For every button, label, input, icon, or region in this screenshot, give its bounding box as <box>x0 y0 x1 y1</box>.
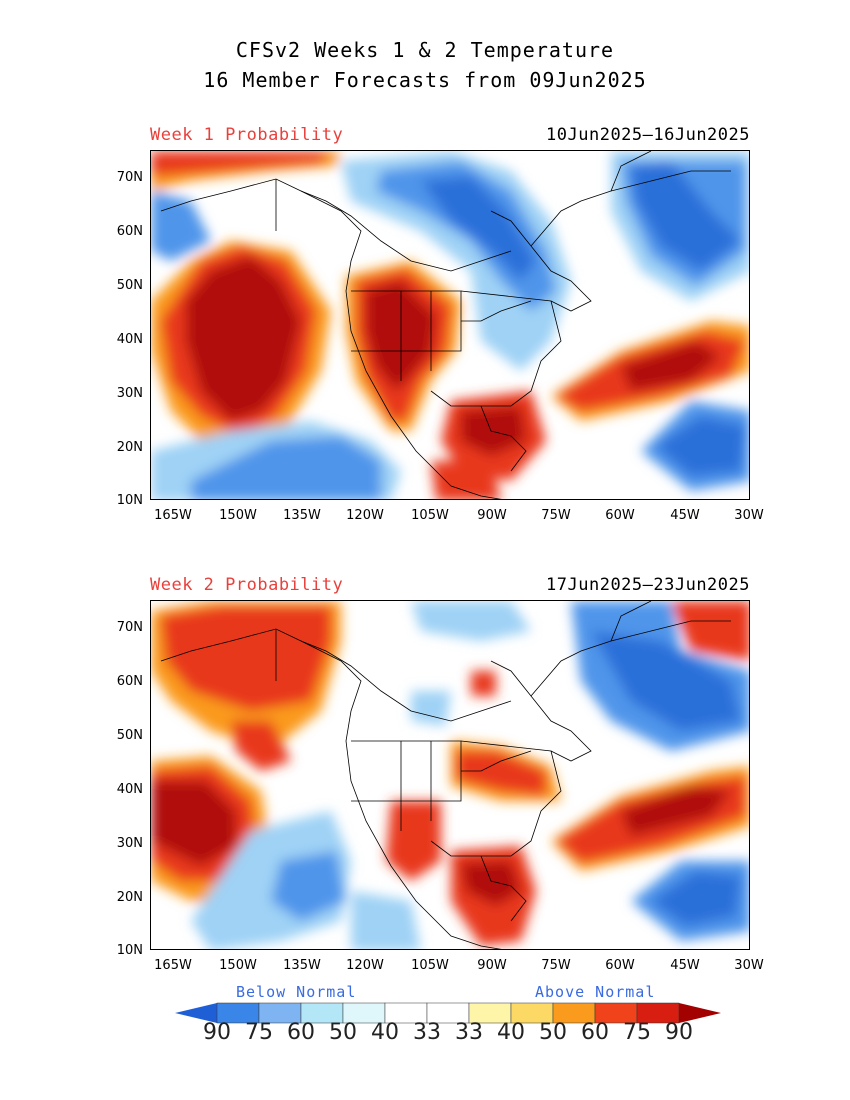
week1-label: Week 1 Probability <box>150 125 344 145</box>
legend-colorbar <box>175 1002 721 1024</box>
anomaly-region <box>456 751 546 796</box>
lon-label: 90W <box>477 508 507 523</box>
legend-value: 50 <box>539 1020 567 1045</box>
lon-label: 165W <box>154 958 192 973</box>
legend-above-label: Above Normal <box>535 983 656 1001</box>
legend-value: 75 <box>623 1020 651 1045</box>
lat-label: 40N <box>116 782 143 797</box>
lat-label: 70N <box>116 170 143 185</box>
anomaly-region <box>411 691 451 726</box>
week2-label: Week 2 Probability <box>150 575 344 595</box>
anomaly-region <box>471 671 496 696</box>
anomaly-region <box>151 151 331 176</box>
legend-value: 90 <box>203 1020 231 1045</box>
anomaly-region <box>461 406 526 456</box>
anomaly-region <box>386 801 441 881</box>
anomaly-region <box>621 341 721 391</box>
legend-value: 50 <box>329 1020 357 1045</box>
lon-label: 90W <box>477 958 507 973</box>
lon-label: 75W <box>541 508 571 523</box>
anomaly-region <box>151 191 211 261</box>
anomaly-region <box>231 721 291 771</box>
legend-value: 60 <box>287 1020 315 1045</box>
legend-value: 90 <box>665 1020 693 1045</box>
chart-subtitle: 16 Member Forecasts from 09Jun2025 <box>203 68 647 92</box>
lon-label: 60W <box>605 958 635 973</box>
lat-label: 60N <box>116 674 143 689</box>
lat-label: 60N <box>116 224 143 239</box>
lat-label: 30N <box>116 836 143 851</box>
lon-label: 45W <box>670 508 700 523</box>
lon-label: 30W <box>734 508 764 523</box>
lat-label: 20N <box>116 440 143 455</box>
lat-label: 10N <box>116 493 143 508</box>
lon-label: 105W <box>411 958 449 973</box>
anomaly-region <box>621 786 731 836</box>
lat-label: 50N <box>116 278 143 293</box>
lon-label: 150W <box>219 508 257 523</box>
legend-value: 33 <box>455 1020 483 1045</box>
week1-map <box>150 150 750 500</box>
legend-value: 33 <box>413 1020 441 1045</box>
legend-below-label: Below Normal <box>236 983 357 1001</box>
lon-label: 105W <box>411 508 449 523</box>
week1-dates: 10Jun2025—16Jun2025 <box>546 125 750 145</box>
anomaly-region <box>191 436 381 499</box>
lat-label: 30N <box>116 386 143 401</box>
lat-label: 20N <box>116 890 143 905</box>
anomaly-region <box>421 176 536 281</box>
lon-label: 135W <box>283 958 321 973</box>
lat-label: 70N <box>116 620 143 635</box>
anomaly-region <box>431 461 501 499</box>
lon-label: 120W <box>346 958 384 973</box>
lon-label: 120W <box>346 508 384 523</box>
anomaly-region <box>376 161 556 311</box>
lon-label: 45W <box>670 958 700 973</box>
legend-value: 75 <box>245 1020 273 1045</box>
anomaly-region <box>461 861 521 906</box>
lon-label: 150W <box>219 958 257 973</box>
lat-label: 10N <box>116 943 143 958</box>
lon-label: 75W <box>541 958 571 973</box>
anomaly-region <box>186 256 301 421</box>
coastlines <box>160 151 731 499</box>
anomaly-region <box>271 851 346 921</box>
lat-label: 40N <box>116 332 143 347</box>
lon-label: 60W <box>605 508 635 523</box>
anomaly-region <box>651 871 741 926</box>
legend-value: 40 <box>371 1020 399 1045</box>
lat-label: 50N <box>116 728 143 743</box>
legend-arrow-right <box>679 1003 721 1023</box>
legend-value: 60 <box>581 1020 609 1045</box>
anomaly-region <box>161 606 331 711</box>
anomaly-region <box>631 161 741 271</box>
anomaly-region <box>351 891 421 949</box>
anomaly-region <box>671 601 749 661</box>
anomaly-region <box>151 781 236 866</box>
lon-label: 135W <box>283 508 321 523</box>
chart-title: CFSv2 Weeks 1 & 2 Temperature <box>235 38 615 62</box>
lon-label: 165W <box>154 508 192 523</box>
coastlines <box>160 601 731 949</box>
lon-label: 30W <box>734 958 764 973</box>
legend-value: 40 <box>497 1020 525 1045</box>
anomaly-region <box>656 416 746 476</box>
anomaly-region <box>411 601 531 641</box>
week2-dates: 17Jun2025—23Jun2025 <box>546 575 750 595</box>
week2-map <box>150 600 750 950</box>
legend-arrow-left <box>175 1003 217 1023</box>
anomaly-region <box>591 631 741 731</box>
